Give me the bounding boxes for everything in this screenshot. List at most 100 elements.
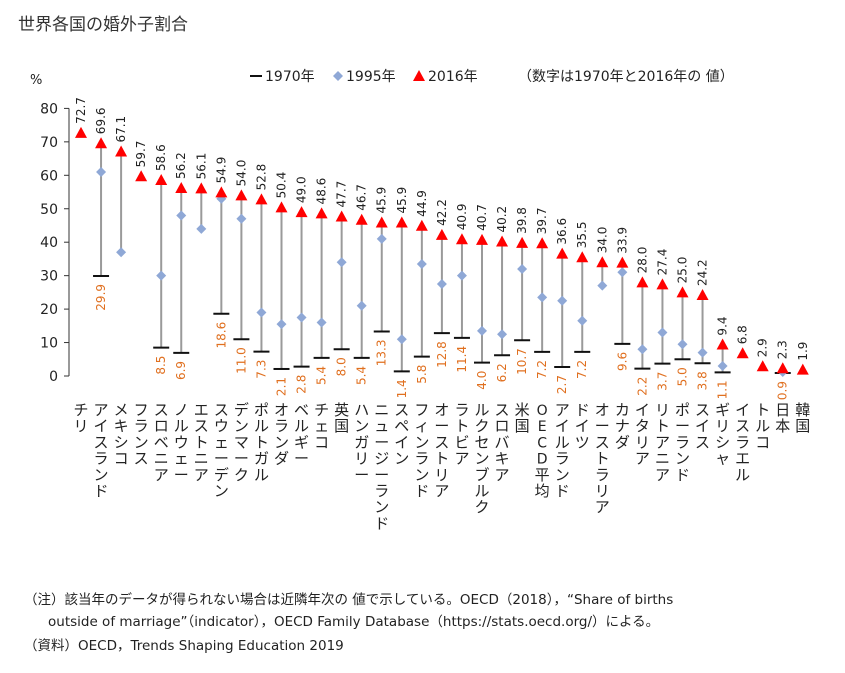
category-label-char: イ: [635, 401, 650, 419]
point-2016: [395, 216, 408, 228]
data-label-2016: 49.0: [295, 176, 309, 203]
category-label-char: セ: [474, 433, 489, 451]
y-tick-label: 80: [40, 101, 58, 117]
data-label-1970: 3.8: [696, 371, 710, 390]
category-label-char: ス: [695, 433, 710, 451]
y-tick-label: 60: [40, 168, 58, 184]
point-1995: [276, 319, 287, 330]
category-label-char: ア: [454, 450, 469, 468]
category-label-char: ュ: [374, 417, 389, 435]
point-2016: [576, 251, 589, 263]
category-label-char: ャ: [715, 450, 730, 468]
category-label-char: ビ: [454, 433, 469, 451]
data-label-1970: 1.4: [395, 379, 409, 398]
point-2016: [375, 216, 388, 228]
data-label-2016: 50.4: [275, 172, 289, 199]
point-1995: [296, 312, 307, 323]
point-2016: [195, 182, 208, 194]
y-tick-label: 70: [40, 135, 58, 151]
category-label-char: ス: [695, 401, 710, 419]
data-label-1970: 5.0: [676, 367, 690, 386]
data-label-2016: 6.8: [736, 325, 750, 344]
category-label-char: ド: [94, 482, 109, 500]
data-label-2016: 9.4: [716, 316, 730, 335]
point-1995: [557, 295, 568, 306]
data-label-1970: 5.4: [355, 366, 369, 385]
category-label-char: ー: [234, 450, 249, 468]
category-label-char: イ: [575, 417, 590, 435]
category-label-char: ナ: [615, 417, 630, 435]
point-2016: [636, 276, 649, 288]
point-2016: [696, 289, 709, 301]
category-label-char: ラ: [595, 466, 610, 484]
data-label-2016: 42.2: [435, 199, 449, 226]
category-label-char: 韓: [795, 401, 810, 419]
category-label-char: デ: [234, 401, 249, 419]
data-label-1970: 18.6: [214, 322, 228, 349]
point-1995: [336, 257, 347, 268]
category-label-char: ポ: [675, 401, 690, 419]
data-label-2016: 35.5: [575, 222, 589, 249]
category-label-char: ノ: [174, 401, 189, 419]
category-label-char: ラ: [414, 450, 429, 468]
category-label-char: ン: [234, 417, 249, 435]
category-label-char: イ: [94, 417, 109, 435]
point-2016: [476, 233, 488, 245]
category-label-char: ラ: [374, 482, 389, 500]
category-label-char: 均: [535, 482, 550, 500]
point-1995: [196, 223, 207, 234]
data-label-2016: 28.0: [635, 247, 649, 274]
data-label-2016: 1.9: [796, 342, 810, 361]
point-2016: [556, 247, 569, 259]
data-label-2016: 48.6: [315, 178, 329, 205]
category-label-char: ベ: [154, 433, 169, 451]
category-label-char: ン: [374, 498, 389, 516]
point-2016: [255, 193, 268, 205]
point-1995: [537, 292, 548, 303]
category-label-char: チ: [73, 401, 88, 419]
category-label-char: ン: [354, 417, 369, 435]
data-label-1970: 12.8: [435, 341, 449, 368]
point-2016: [596, 256, 609, 268]
category-label-char: ア: [94, 401, 109, 419]
category-label-char: ア: [495, 466, 510, 484]
category-label-char: リ: [434, 466, 449, 484]
point-2016: [756, 360, 769, 372]
category-label-char: ポ: [254, 401, 269, 419]
note-line-2: outside of marriage”（indicator），OECD Fam…: [48, 614, 660, 630]
category-label-char: ウ: [174, 433, 189, 451]
data-label-1970: 2.8: [295, 375, 309, 394]
point-1995: [356, 300, 367, 311]
category-label-char: ニ: [154, 450, 169, 468]
category-label-char: コ: [755, 433, 770, 451]
category-label-char: ン: [274, 433, 289, 451]
category-label-char: リ: [635, 433, 650, 451]
category-label-char: ダ: [615, 433, 630, 451]
category-label-char: ブ: [474, 466, 489, 484]
y-tick-label: 0: [49, 369, 58, 385]
legend-label-2016: 2016年: [428, 69, 478, 85]
category-label-char: ェ: [174, 450, 189, 468]
category-label-char: ギ: [715, 401, 730, 419]
data-label-1970: 11.4: [455, 346, 469, 373]
point-1995: [617, 267, 628, 278]
data-label-1970: 10.7: [515, 348, 529, 375]
category-label-char: ニ: [655, 450, 670, 468]
data-label-2016: 59.7: [134, 141, 148, 168]
category-label-char: ー: [354, 466, 369, 484]
data-label-1970: 0.9: [776, 381, 790, 400]
point-2016: [315, 207, 328, 219]
category-label-char: ツ: [575, 433, 590, 451]
category-label-char: ー: [214, 450, 229, 468]
point-2016: [275, 201, 288, 213]
data-label-2016: 39.8: [515, 207, 529, 234]
point-2016: [215, 186, 228, 198]
data-label-2016: 52.8: [254, 164, 268, 191]
category-label-char: ル: [755, 417, 770, 435]
data-label-1970: 6.2: [495, 363, 509, 382]
category-label-char: リ: [715, 417, 730, 435]
point-1995: [517, 263, 528, 274]
data-label-1970: 2.7: [555, 375, 569, 394]
category-label-char: ー: [294, 450, 309, 468]
data-label-1970: 7.2: [535, 360, 549, 379]
